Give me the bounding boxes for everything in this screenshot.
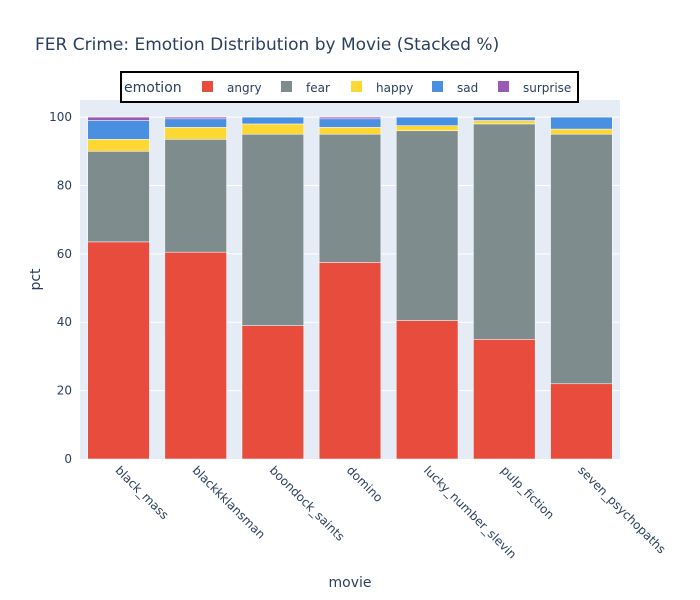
legend: emotion angry fear happy sad surprise [120, 71, 579, 103]
legend-items: angry fear happy sad surprise [202, 81, 571, 95]
y-tick-label: 0 [64, 452, 72, 466]
bar-segment-sad-black_mass [87, 120, 150, 140]
bar-segment-fear-lucky_number_slevin [396, 130, 459, 321]
legend-label-sad: sad [457, 81, 478, 95]
bar-segment-surprise-domino [318, 116, 382, 120]
y-tick-label: 60 [57, 247, 72, 261]
legend-label-surprise: surprise [523, 81, 571, 95]
legend-box [120, 71, 579, 103]
bar-segment-surprise-blackkklansman [164, 116, 227, 120]
bar-segment-angry-seven_psychopaths [550, 383, 613, 460]
bar-segment-fear-boondock_saints [241, 133, 304, 326]
bar-segment-angry-boondock_saints [241, 325, 304, 460]
legend-label-fear: fear [306, 81, 330, 95]
legend-swatch-angry [202, 81, 213, 92]
bars [87, 116, 613, 460]
bar-segment-angry-lucky_number_slevin [396, 320, 459, 460]
bar-segment-happy-blackkklansman [164, 127, 227, 140]
bar-segment-sad-boondock_saints [241, 116, 304, 125]
legend-swatch-fear [281, 81, 292, 92]
bar-segment-sad-lucky_number_slevin [396, 116, 459, 126]
chart-title: FER Crime: Emotion Distribution by Movie… [35, 35, 499, 55]
bar-segment-angry-blackkklansman [164, 251, 227, 460]
bar-segment-sad-blackkklansman [164, 118, 227, 128]
y-axis-ticks: 0 20 40 60 80 100 [49, 110, 72, 466]
bar-segment-happy-boondock_saints [241, 123, 304, 135]
bar-segment-angry-black_mass [87, 241, 150, 460]
bar-segment-fear-blackkklansman [164, 139, 227, 253]
bar-segment-sad-pulp_fiction [473, 116, 536, 121]
bar-segment-happy-lucky_number_slevin [396, 125, 459, 132]
y-axis-title: pct [28, 268, 44, 291]
legend-swatch-happy [351, 81, 362, 92]
bar-segment-happy-pulp_fiction [473, 120, 536, 125]
y-tick-label: 80 [57, 178, 72, 192]
bar-segment-fear-black_mass [87, 151, 150, 243]
y-tick-label: 20 [57, 384, 72, 398]
bar-segment-fear-domino [318, 133, 382, 263]
legend-label-angry: angry [227, 81, 262, 95]
bar-segment-fear-seven_psychopaths [550, 133, 613, 385]
bar-segment-happy-domino [318, 127, 382, 135]
legend-label-happy: happy [376, 81, 413, 95]
bar-segment-angry-domino [318, 262, 382, 460]
legend-swatch-sad [432, 81, 443, 92]
bar-segment-surprise-black_mass [87, 116, 150, 121]
y-tick-label: 40 [57, 315, 72, 329]
bar-segment-angry-pulp_fiction [473, 339, 536, 460]
x-axis-title: movie [329, 575, 372, 591]
bar-segment-happy-seven_psychopaths [550, 128, 613, 135]
bar-segment-happy-black_mass [87, 139, 150, 152]
bar-segment-sad-seven_psychopaths [550, 116, 613, 130]
bar-segment-sad-domino [318, 118, 382, 128]
bar-segment-fear-pulp_fiction [473, 123, 536, 340]
legend-swatch-surprise [498, 81, 509, 92]
legend-title: emotion [124, 80, 182, 96]
y-tick-label: 100 [49, 110, 72, 124]
